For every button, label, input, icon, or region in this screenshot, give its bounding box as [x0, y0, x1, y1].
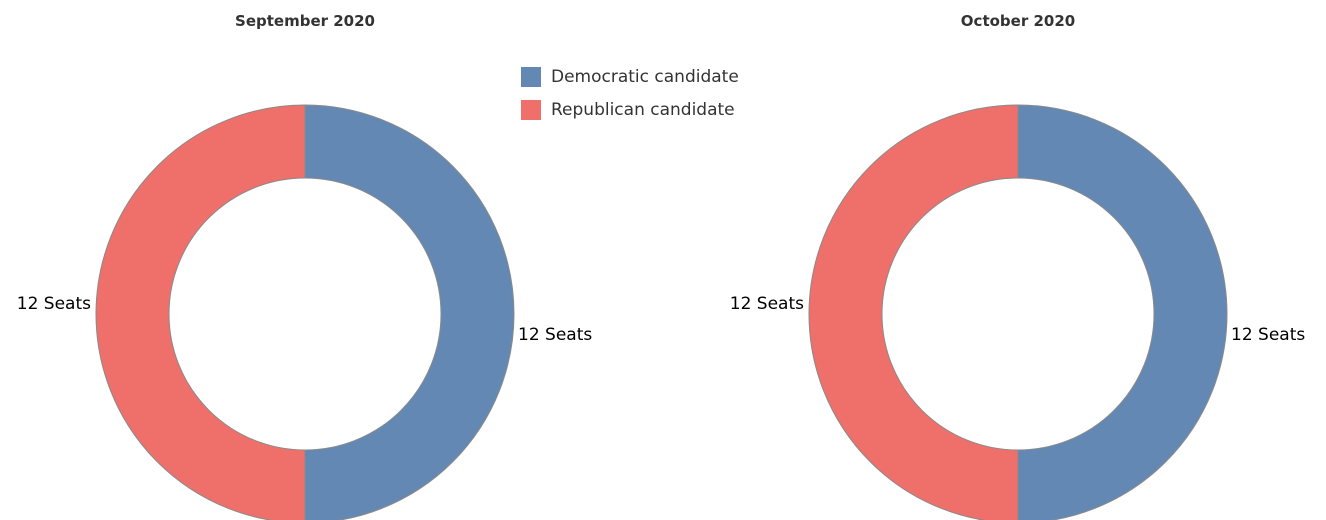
legend-swatch-republican	[521, 100, 541, 120]
chart-title-september: September 2020	[235, 12, 375, 30]
chart-title-october: October 2020	[960, 12, 1076, 30]
legend-item-republican[interactable]: Republican candidate	[521, 99, 739, 121]
legend-swatch-democratic	[521, 67, 541, 87]
october-slice-republican[interactable]	[808, 104, 1019, 520]
september-slice-democratic[interactable]	[304, 104, 515, 520]
september-label-republican: 12 Seats	[17, 294, 91, 314]
september-label-democratic: 12 Seats	[518, 325, 592, 345]
legend: Democratic candidate Republican candidat…	[521, 66, 739, 132]
legend-item-democratic[interactable]: Democratic candidate	[521, 66, 739, 88]
october-label-republican: 12 Seats	[730, 294, 804, 314]
october-label-democratic: 12 Seats	[1231, 325, 1305, 345]
october-slice-democratic[interactable]	[1017, 104, 1228, 520]
legend-label-republican: Republican candidate	[551, 100, 735, 120]
legend-label-democratic: Democratic candidate	[551, 67, 739, 87]
september-slice-republican[interactable]	[95, 104, 306, 520]
